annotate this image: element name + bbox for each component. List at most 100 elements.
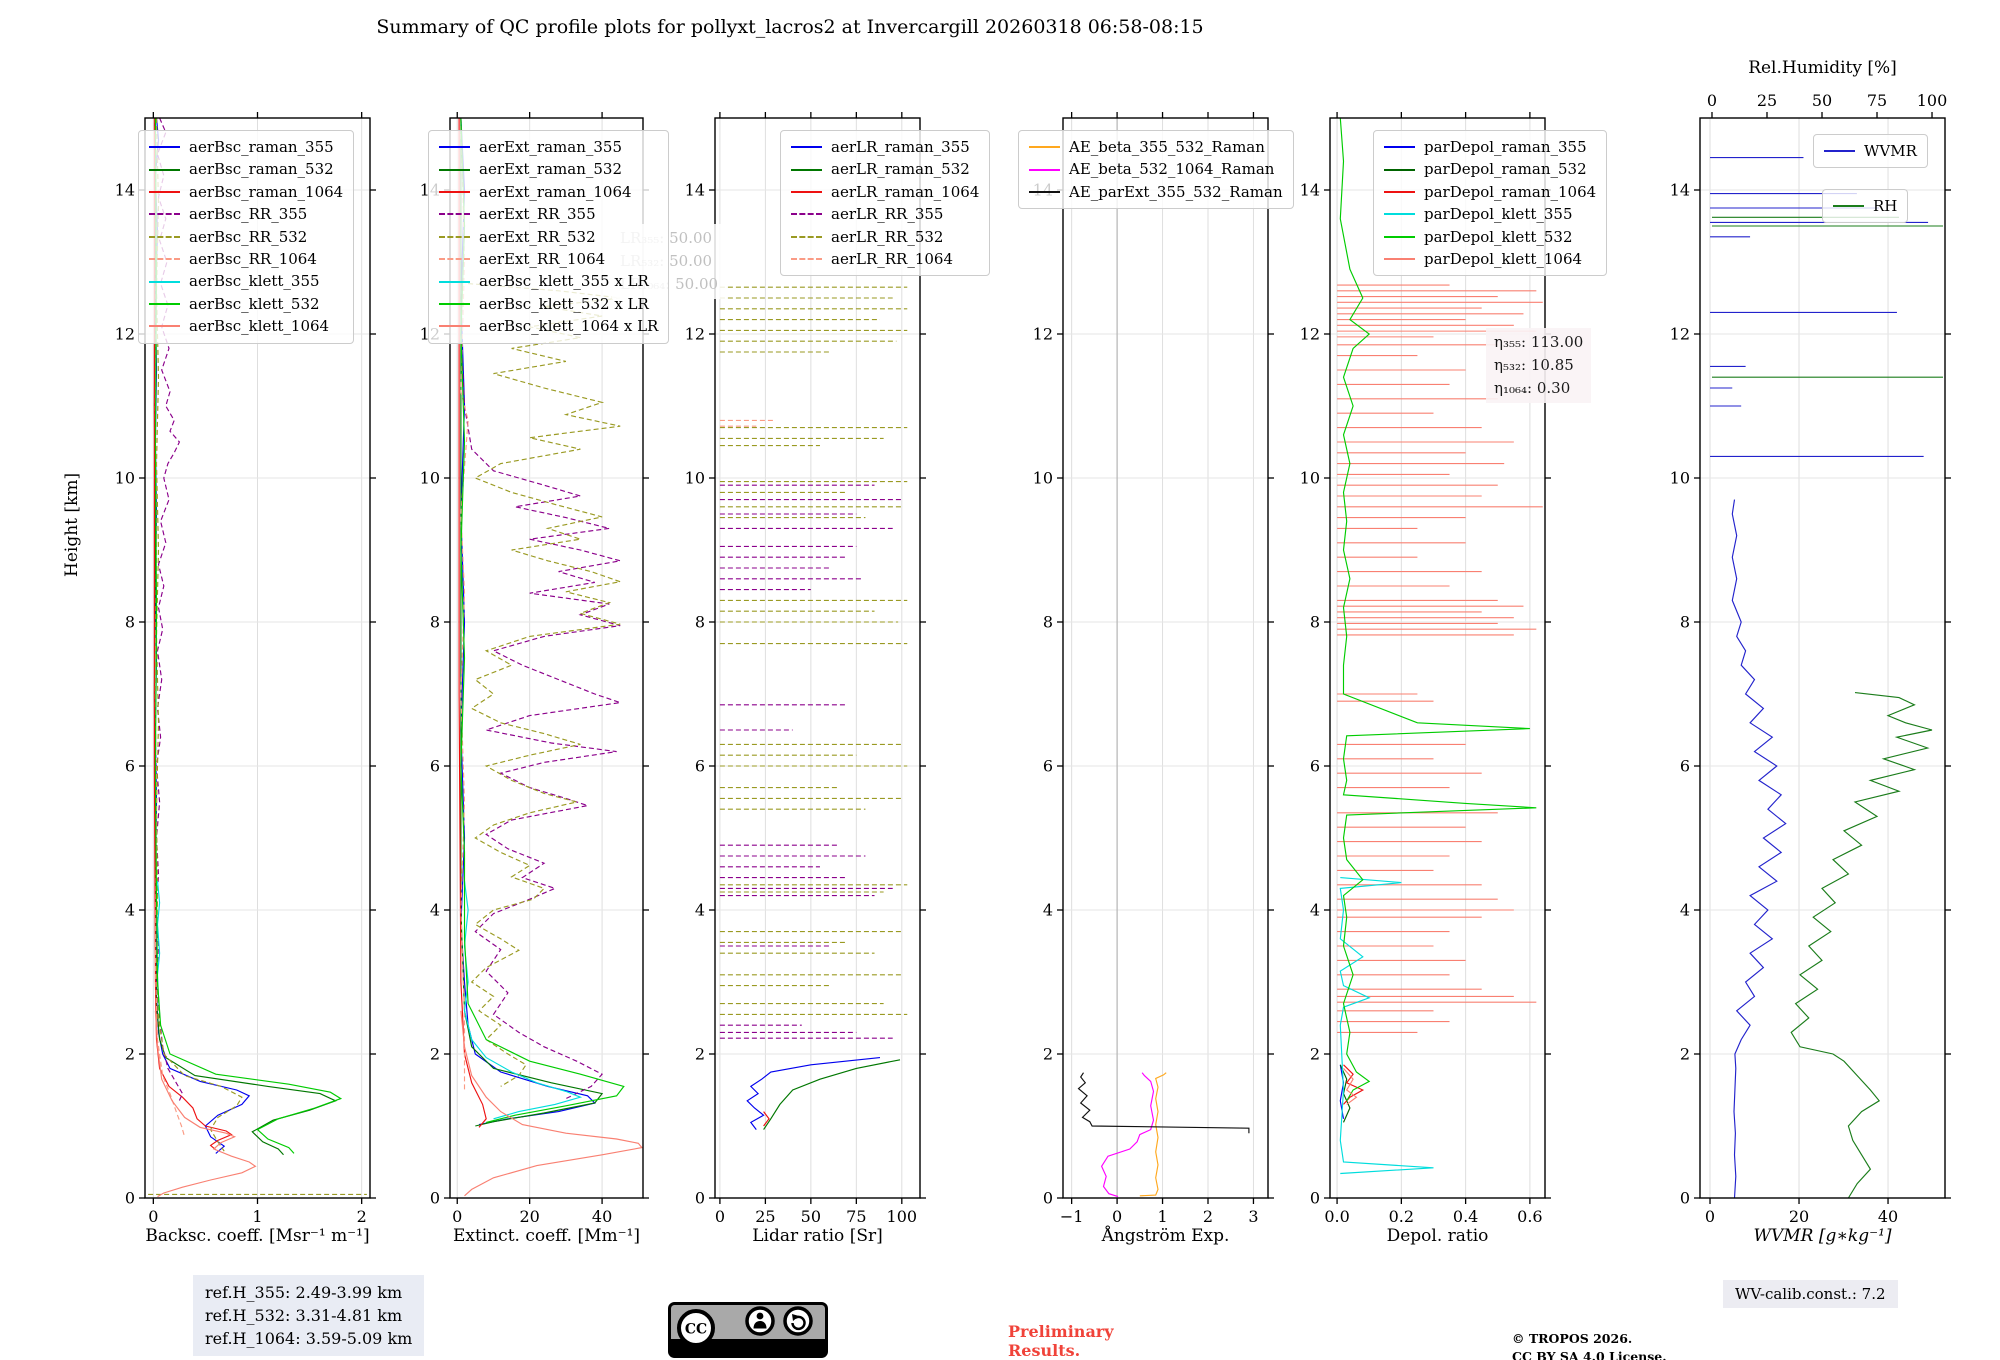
xtick-label: 2 [1203,1207,1213,1226]
legend-entry: aerLR_raman_1064 [791,181,979,203]
ytick-label: 6 [1043,757,1053,776]
ytick-label: 4 [1680,901,1690,920]
ytick-label: 4 [695,901,705,920]
y-axis-label: Height [km] [62,472,82,578]
cc-by-label: BY [752,1343,769,1356]
ytick-label: 6 [125,757,135,776]
legend-line-sample [149,213,180,216]
axes-spines [1062,117,1269,1199]
share-alike-arrow [791,1315,806,1331]
ytick-label: 4 [1043,901,1053,920]
legend-entry: parDepol_raman_355 [1384,136,1596,158]
legend-label: aerLR_RR_1064 [831,250,954,269]
cc-icon-text: CC [685,1322,707,1338]
ytick-label: 0 [695,1189,705,1208]
plot-area-lidar-ratio: 0 25 50 75 100 0 2 4 6 8 10 12 14 [685,112,926,1226]
subplot-lidar-ratio: 0 25 50 75 100 0 2 4 6 8 10 12 14 [685,112,926,1226]
legend-line-sample [1384,213,1415,216]
xlabel-extinction: Extinct. coeff. [Mm⁻¹] [452,1226,641,1246]
series-aerExt_RR_355 [460,117,621,1100]
series-parDepol_klett_355 [1339,877,1434,1175]
ytick-label: 6 [695,757,705,776]
legend-entry: aerExt_RR_355 [439,203,658,225]
legend-line-sample [439,280,470,283]
share-alike-arrowhead [792,1314,799,1321]
legend-entry: aerBsc_raman_1064 [149,181,343,203]
ytick-label: 4 [430,901,440,920]
axes-spines [714,117,921,1199]
ref-h-355: ref.H_355: 2.49-3.99 km [205,1283,403,1302]
legend-entry: aerBsc_klett_355 x LR [439,270,658,292]
series-aerExt_RR_532 [468,283,623,1087]
preliminary-results-note: Preliminary Results. [1008,1322,1114,1360]
figure-title: Summary of QC profile plots for pollyxt_… [376,16,1204,38]
legend-label: aerBsc_raman_532 [189,160,334,179]
legend-line-sample [1384,146,1415,149]
legend-backscatter: aerBsc_raman_355 aerBsc_raman_532 aerBsc_r… [138,130,355,344]
legend-line-sample [149,235,180,238]
xlabel-lidar-ratio: Lidar ratio [Sr] [752,1226,883,1246]
ref-h-1064: ref.H_1064: 3.59-5.09 km [205,1329,413,1348]
legend-line-sample [439,235,470,238]
legend-label: RH [1873,197,1898,215]
annotation-depol: η₃₅₅: 113.00 η₅₃₂: 10.85 η₁₀₆₄: 0.30 [1486,328,1592,403]
xtick-label: 40 [1878,1207,1898,1226]
series-aerBsc_klett_1064_x_LR [460,1010,643,1197]
legend-entry: parDepol_raman_532 [1384,158,1596,180]
legend-wvmr-2: RH [1822,189,1909,224]
plot-area-wvmr: 0 20 40 0 2 4 6 8 10 12 14 0 25 50 75 100 [1670,91,1951,1226]
xtick-label: 0.2 [1389,1207,1414,1226]
ytick-label: 10 [1033,469,1053,488]
legend-line-sample [149,191,180,194]
legend-entry: aerLR_raman_532 [791,158,979,180]
legend-entry: WVMR [1824,140,1917,162]
xtick-label: 100 [887,1207,918,1226]
legend-entry: aerBsc_RR_532 [149,226,343,248]
xtick-label: 0 [1705,1207,1715,1226]
legend-line-sample [439,325,470,328]
xtick-label: 0 [452,1207,462,1226]
ytick-label: 12 [1300,325,1320,344]
series-aerLR_raman_532 [763,1059,901,1130]
legend-label: aerExt_RR_355 [479,205,596,224]
legend-line-sample [439,146,470,149]
series-aerBsc_raman_1064 [153,118,233,1151]
person-icon-body [753,1321,767,1329]
xtick-label: 3 [1248,1207,1258,1226]
legend-entry: AE_beta_355_532_Raman [1029,136,1283,158]
legend-label: aerExt_raman_355 [479,138,622,156]
series-parDepol_raman_1064 [1343,1064,1365,1105]
legend-line-sample [1824,150,1855,153]
xtick-label: 1 [252,1207,262,1226]
legend-label: aerBsc_klett_1064 x LR [479,317,659,336]
axes-spines [449,117,644,1199]
ytick-label: 2 [1310,1045,1320,1064]
xlabel-depol: Depol. ratio [1386,1226,1489,1246]
xtick-label: 0.0 [1324,1207,1349,1226]
series-aerBsc_klett_1064 [154,1010,257,1198]
legend-line-sample [1029,168,1060,171]
legend-label: aerLR_raman_355 [831,138,970,156]
xtick-label: 75 [846,1207,866,1226]
legend-entry: aerLR_RR_1064 [791,248,979,270]
xtick-label: 50 [801,1207,821,1226]
xlabel-backscatter: Backsc. coeff. [Msr⁻¹ m⁻¹] [145,1226,370,1246]
ytick-label: 12 [1033,325,1053,344]
legend-line-sample [791,258,822,261]
subplot-angstrom: −1012302468101214 [1033,112,1274,1226]
legend-label: aerLR_RR_355 [831,205,944,224]
legend-line-sample [439,258,470,261]
xtick-label: 1 [1157,1207,1167,1226]
xtick-label: 0.6 [1517,1207,1542,1226]
xtick-top-label: 25 [1757,91,1777,110]
xtick-top-label: 100 [1917,91,1948,110]
legend-label: aerBsc_raman_355 [189,138,334,156]
ytick-label: 8 [125,613,135,632]
xtick-label: 20 [1789,1207,1809,1226]
series-AE_parExt_355_532_Raman [1077,1072,1250,1134]
ytick-label: 2 [695,1045,705,1064]
ytick-label: 12 [115,325,135,344]
legend-extinction: aerExt_raman_355 aerExt_raman_532 aerExt_r… [428,130,670,344]
legend-line-sample [149,258,180,261]
